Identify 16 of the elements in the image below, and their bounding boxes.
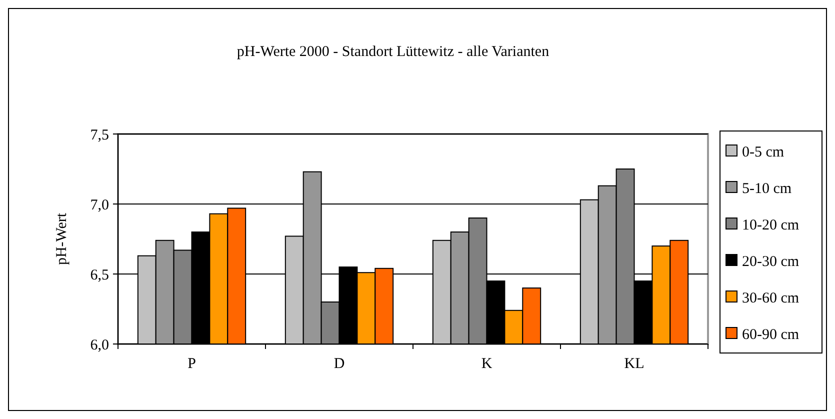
legend-label: 30-60 cm [742,290,800,306]
legend-label: 0-5 cm [742,144,784,160]
legend-label: 20-30 cm [742,254,800,270]
x-tick-label: D [334,356,345,372]
x-tick-label: KL [624,356,644,372]
legend-label: 60-90 cm [742,326,800,343]
y-tick-label: 6,0 [90,337,109,354]
legend-label: 10-20 cm [742,217,800,234]
x-tick-label: P [188,356,196,372]
y-tick-label: 7,5 [90,127,109,144]
x-tick-label: K [481,356,492,372]
legend-label: 5-10 cm [742,180,792,197]
chart-title: pH-Werte 2000 - Standort Lüttewitz - alle Varianten [236,44,550,60]
y-axis-title: pH-Wert [54,212,70,266]
y-tick-label: 6,5 [90,267,109,284]
y-tick-label: 7,0 [90,197,109,214]
